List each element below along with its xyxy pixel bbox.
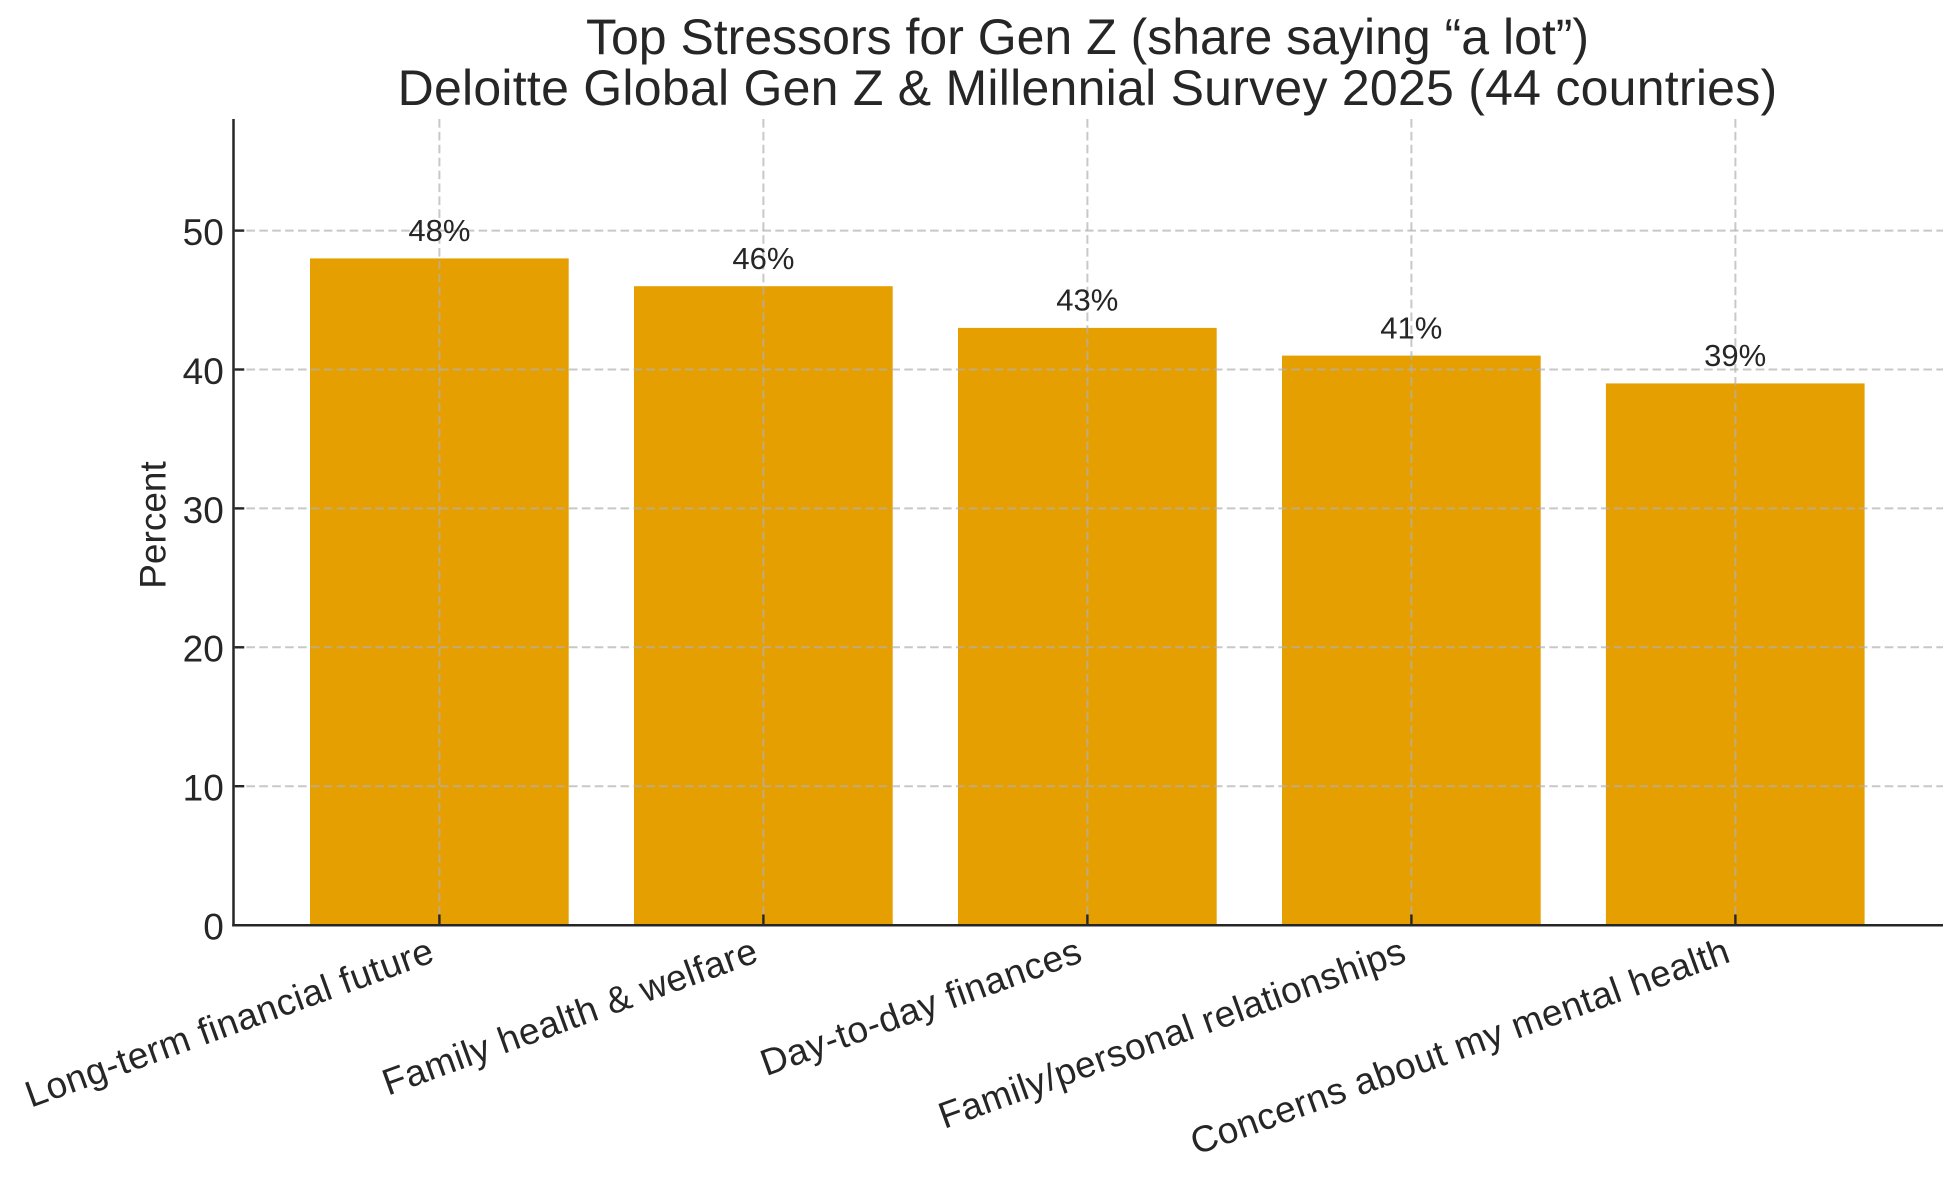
svg-text:50: 50 bbox=[183, 212, 224, 253]
svg-text:20: 20 bbox=[183, 629, 224, 670]
svg-text:30: 30 bbox=[183, 490, 224, 531]
svg-text:Percent: Percent bbox=[133, 461, 174, 589]
svg-text:48%: 48% bbox=[408, 213, 470, 248]
svg-text:46%: 46% bbox=[732, 241, 794, 276]
svg-text:Deloitte Global Gen Z & Millen: Deloitte Global Gen Z & Millennial Surve… bbox=[398, 60, 1778, 116]
svg-text:43%: 43% bbox=[1056, 283, 1118, 318]
svg-text:Top Stressors for Gen Z (share: Top Stressors for Gen Z (share saying “a… bbox=[586, 9, 1589, 65]
svg-text:0: 0 bbox=[203, 907, 224, 948]
svg-text:41%: 41% bbox=[1380, 310, 1442, 345]
svg-text:10: 10 bbox=[183, 768, 224, 809]
svg-text:39%: 39% bbox=[1704, 338, 1766, 373]
svg-text:40: 40 bbox=[183, 351, 224, 392]
